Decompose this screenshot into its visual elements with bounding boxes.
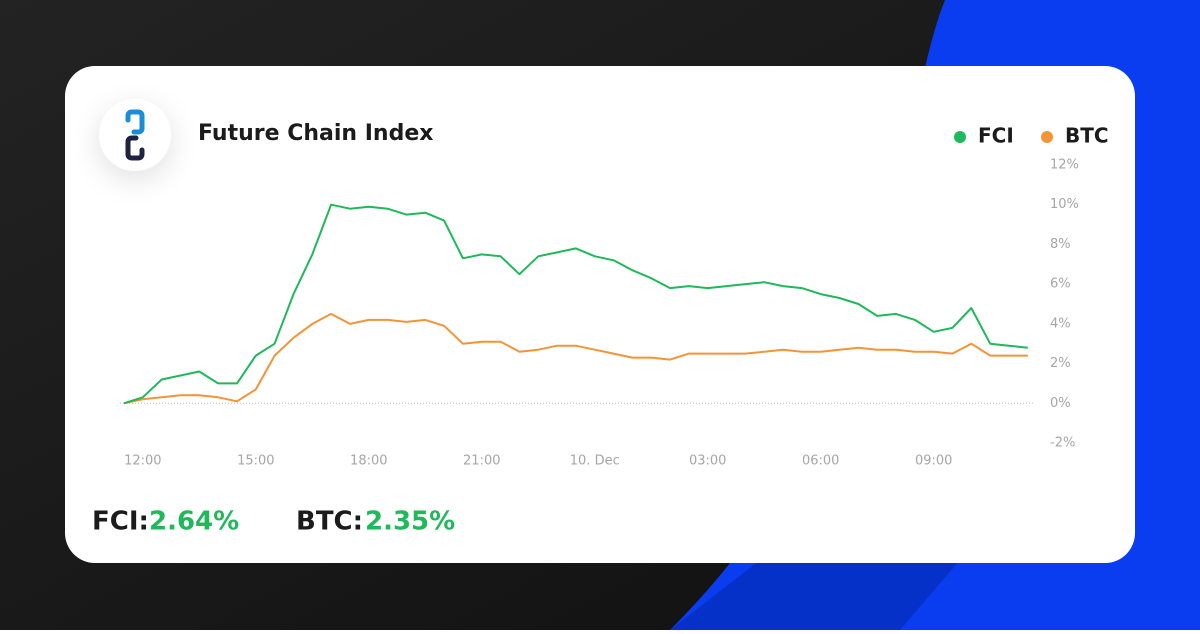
x-tick-label: 03:00 <box>689 454 726 469</box>
title: Future Chain Index <box>198 121 433 146</box>
series-line <box>123 203 1028 405</box>
y-tick-label: 2% <box>1050 356 1071 371</box>
y-tick-label: 12% <box>1050 158 1079 173</box>
y-tick-label: 4% <box>1050 316 1071 331</box>
card <box>65 66 1135 563</box>
legend-marker <box>954 131 966 143</box>
x-tick-label: 21:00 <box>463 454 500 469</box>
logo-badge <box>99 99 171 171</box>
legend-label: FCI <box>978 124 1014 148</box>
x-tick-label: 09:00 <box>915 454 952 469</box>
summary-label: BTC: <box>296 507 363 537</box>
x-tick-label: 12:00 <box>124 454 161 469</box>
logo <box>125 109 145 161</box>
y-tick-label: 8% <box>1050 237 1071 252</box>
summary-label: FCI: <box>92 507 149 537</box>
summary-value: 2.35% <box>365 507 455 537</box>
y-tick-label: 6% <box>1050 277 1071 292</box>
x-tick-label: 10. Dec <box>570 454 620 469</box>
y-tick-label: 0% <box>1050 396 1071 411</box>
x-tick-label: 15:00 <box>237 454 274 469</box>
blue-shade <box>670 560 960 630</box>
x-tick-label: 18:00 <box>350 454 387 469</box>
legend-label: BTC <box>1065 124 1109 148</box>
summary-value: 2.64% <box>149 507 239 537</box>
series-line <box>123 312 1028 405</box>
y-tick-label: 10% <box>1050 197 1079 212</box>
plot: -2% 0% 2% 4% 6% 8% 10% 12% 12:00 15:00 18:00 21:00 1… <box>120 124 1109 469</box>
y-tick-label: -2% <box>1050 436 1075 451</box>
x-tick-label: 06:00 <box>802 454 839 469</box>
legend-marker <box>1041 131 1053 143</box>
